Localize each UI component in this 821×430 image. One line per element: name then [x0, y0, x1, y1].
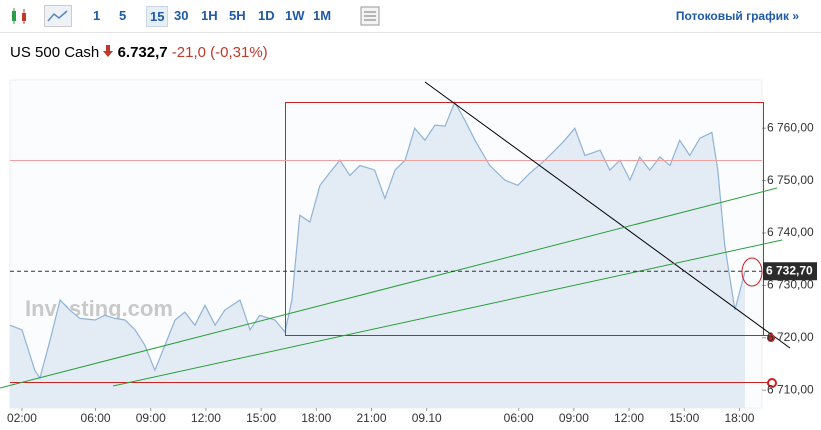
last-price-label: 6 732,70	[766, 263, 813, 277]
x-tick-label: 15:00	[246, 411, 276, 425]
interval-button[interactable]: 1D	[258, 8, 275, 23]
change: -21,0	[171, 44, 206, 61]
quote-header: US 500 Cash 6.732,7 -21,0 (-0,31%)	[10, 44, 268, 61]
change-percent: (-0,31%)	[210, 44, 268, 61]
handle[interactable]	[767, 378, 777, 388]
settings-icon[interactable]	[360, 6, 380, 26]
x-tick-label: 06:00	[81, 411, 111, 425]
interval-button[interactable]: 1H	[201, 8, 218, 23]
candle-icon[interactable]	[8, 6, 32, 26]
price: 6.732,7	[117, 44, 168, 61]
x-tick-label: 09:00	[559, 411, 589, 425]
x-tick-label: 18:00	[724, 411, 754, 425]
interval-button[interactable]: 1W	[285, 8, 305, 23]
x-tick-label: 21:00	[356, 411, 386, 425]
down-arrow	[103, 45, 114, 57]
area	[10, 102, 745, 408]
interval-button[interactable]: 5	[119, 8, 127, 23]
interval-button[interactable]: 30	[174, 8, 189, 23]
y-tick-label: 6 730,00	[767, 278, 814, 292]
x-tick-label: 09:00	[136, 411, 166, 425]
stream-link[interactable]: Потоковый график »	[675, 9, 799, 23]
handle[interactable]	[767, 334, 775, 342]
x-tick-label: 15:00	[669, 411, 699, 425]
toolbar: 1 5 15 30 1H 5H 1D 1W 1M Потоковый график »	[0, 0, 821, 33]
y-tick-label: 6 710,00	[767, 382, 814, 396]
y-tick-label: 6 760,00	[767, 120, 814, 134]
x-tick-label: 12:00	[191, 411, 221, 425]
interval-button[interactable]: 1M	[313, 8, 332, 23]
interval-button[interactable]: 1	[93, 8, 101, 23]
x-tick-label: 09.10	[412, 411, 442, 425]
y-tick-label: 6 740,00	[767, 225, 814, 239]
price-line	[9, 100, 746, 380]
drawn-ellipse	[741, 257, 763, 287]
y-tick-label: 6 720,00	[767, 330, 814, 344]
interval-button[interactable]: 5H	[229, 8, 246, 23]
trend-line	[112, 239, 783, 387]
instrument: US 500 Cash	[10, 44, 100, 61]
trend-line	[0, 187, 778, 389]
area-icon[interactable]	[44, 5, 72, 27]
watermark: Investing.com	[25, 296, 173, 321]
x-tick-label: 18:00	[301, 411, 331, 425]
x-tick-label: 02:00	[7, 411, 37, 425]
x-tick-label: 06:00	[504, 411, 534, 425]
user-drawings	[0, 81, 791, 389]
last-price-box	[763, 262, 817, 281]
x-tick-label: 12:00	[614, 411, 644, 425]
trend-line	[424, 81, 791, 349]
y-tick-label: 6 750,00	[767, 173, 814, 187]
interval-button[interactable]: 15	[146, 6, 169, 27]
